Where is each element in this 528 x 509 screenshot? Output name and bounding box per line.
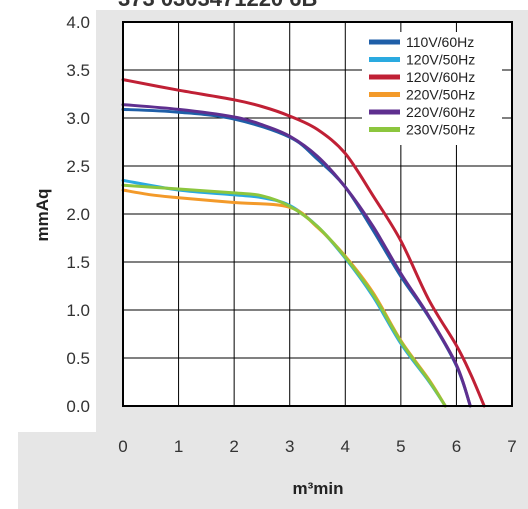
x-axis-band xyxy=(18,432,528,509)
y-tick-labels: 0.0 0.5 1.0 1.5 2.0 2.5 3.0 3.5 4.0 xyxy=(66,13,90,416)
legend-swatch-220V/60Hz xyxy=(369,109,400,115)
legend-swatch-120V/60Hz xyxy=(369,74,400,80)
y-tick-0.0: 0.0 xyxy=(66,397,90,416)
legend-label-220V/60Hz: 220V/60Hz xyxy=(406,104,475,120)
x-tick-5: 5 xyxy=(396,437,405,456)
legend-label-120V/50Hz: 120V/50Hz xyxy=(406,52,475,68)
y-tick-2.0: 2.0 xyxy=(66,205,90,224)
y-tick-1.0: 1.0 xyxy=(66,301,90,320)
legend-box xyxy=(362,32,502,145)
x-tick-2: 2 xyxy=(229,437,238,456)
x-axis-label: m³min xyxy=(293,479,344,498)
legend-swatch-110V/60Hz xyxy=(369,39,400,45)
legend-swatch-120V/50Hz xyxy=(369,57,400,62)
grid xyxy=(123,22,512,406)
series-line-230V/50Hz xyxy=(121,183,447,408)
legend-label-230V/50Hz: 230V/50Hz xyxy=(406,122,475,138)
x-tick-1: 1 xyxy=(174,437,183,456)
series-group xyxy=(121,78,486,408)
x-tick-4: 4 xyxy=(341,437,350,456)
plot-frame xyxy=(122,21,513,407)
legend-label-110V/60Hz: 110V/60Hz xyxy=(406,34,474,50)
y-tick-4.0: 4.0 xyxy=(66,13,90,32)
series-line-120V/60Hz xyxy=(121,78,486,408)
series-line-220V/60Hz xyxy=(121,103,472,408)
y-tick-3.5: 3.5 xyxy=(66,61,90,80)
y-axis-label: mmAq xyxy=(33,189,52,242)
y-tick-2.5: 2.5 xyxy=(66,157,90,176)
y-tick-1.5: 1.5 xyxy=(66,253,90,272)
x-tick-7: 7 xyxy=(507,437,516,456)
legend-label-220V/50Hz: 220V/50Hz xyxy=(406,87,475,103)
legend-label-120V/60Hz: 120V/60Hz xyxy=(406,69,475,85)
x-tick-0: 0 xyxy=(118,437,127,456)
x-tick-labels: 0 1 2 3 4 5 6 7 xyxy=(118,437,516,456)
y-tick-3.0: 3.0 xyxy=(66,109,90,128)
x-tick-6: 6 xyxy=(452,437,461,456)
legend-swatch-220V/50Hz xyxy=(369,92,400,97)
top-text: 373 0303471220 6B xyxy=(118,0,317,11)
legend-swatch-230V/50Hz xyxy=(369,127,400,132)
y-tick-0.5: 0.5 xyxy=(66,349,90,368)
x-tick-3: 3 xyxy=(285,437,294,456)
